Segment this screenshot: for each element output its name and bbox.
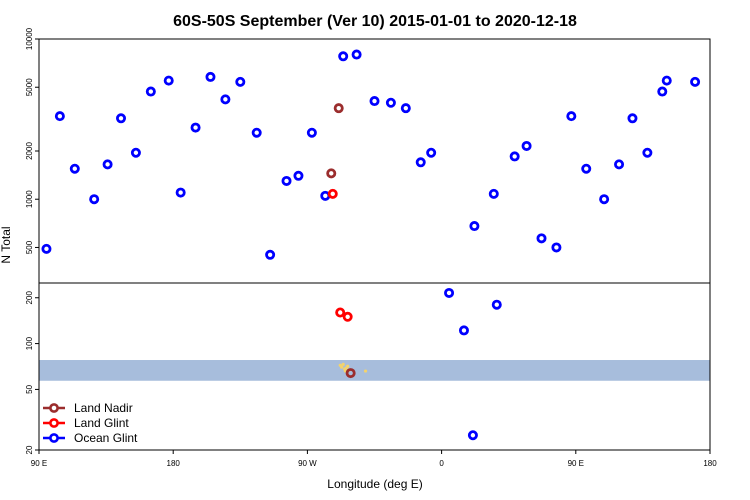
data-point-ocean-glint xyxy=(293,170,304,181)
y-tick-label: 500 xyxy=(25,240,34,254)
data-point-ocean-glint xyxy=(130,147,141,158)
x-tick-label: 180 xyxy=(703,459,717,468)
plot-area: 500 1000 2000 5000 10000 20 50 100 200 90 E 180 90 … xyxy=(25,27,717,468)
data-point-ocean-glint xyxy=(235,76,246,87)
data-point-ocean-glint xyxy=(220,94,231,105)
legend-label: Ocean Glint xyxy=(74,431,138,445)
legend-marker xyxy=(49,433,59,443)
data-point-ocean-glint xyxy=(690,76,701,87)
data-point-ocean-glint xyxy=(521,140,532,151)
data-point-ocean-glint xyxy=(536,233,547,244)
land-dot xyxy=(341,362,345,366)
data-point-ocean-glint xyxy=(338,51,349,62)
land-dot xyxy=(363,369,368,373)
data-point-ocean-glint xyxy=(351,49,362,60)
data-point-land-nadir xyxy=(345,368,356,379)
data-point-ocean-glint xyxy=(467,430,478,441)
data-point-ocean-glint xyxy=(566,111,577,122)
data-point-ocean-glint xyxy=(661,75,672,86)
lower-panel-frame xyxy=(38,282,711,451)
data-point-ocean-glint xyxy=(69,163,80,174)
data-point-ocean-glint xyxy=(190,122,201,133)
data-point-ocean-glint xyxy=(469,221,480,232)
data-point-ocean-glint xyxy=(627,113,638,124)
y-tick-label: 10000 xyxy=(25,27,34,50)
data-point-ocean-glint xyxy=(145,86,156,97)
data-point-ocean-glint xyxy=(205,71,216,82)
y-tick-label: 100 xyxy=(25,336,34,350)
data-point-ocean-glint xyxy=(642,147,653,158)
legend-marker xyxy=(49,418,59,428)
data-point-land-nadir xyxy=(333,103,344,114)
shaded-band xyxy=(39,360,710,381)
data-point-ocean-glint xyxy=(116,113,127,124)
data-point-ocean-glint xyxy=(488,188,499,199)
legend-label: Land Nadir xyxy=(74,401,133,415)
data-point-ocean-glint xyxy=(509,151,520,162)
data-point-ocean-glint xyxy=(551,242,562,253)
legend-marker xyxy=(49,403,59,413)
y-tick-label: 20 xyxy=(25,445,34,454)
data-point-ocean-glint xyxy=(444,287,455,298)
data-point-ocean-glint xyxy=(385,97,396,108)
data-point-ocean-glint xyxy=(426,147,437,158)
data-point-ocean-glint xyxy=(102,159,113,170)
data-point-ocean-glint xyxy=(281,175,292,186)
data-point-ocean-glint xyxy=(265,249,276,260)
data-point-land-glint xyxy=(335,307,346,318)
data-point-ocean-glint xyxy=(458,325,469,336)
data-point-ocean-glint xyxy=(54,111,65,122)
data-point-ocean-glint xyxy=(89,194,100,205)
chart-title: 60S-50S September (Ver 10) 2015-01-01 to… xyxy=(173,13,577,30)
y-tick-label: 2000 xyxy=(25,142,34,160)
x-axis-label: Longitude (deg E) xyxy=(327,477,422,491)
data-point-ocean-glint xyxy=(400,103,411,114)
y-tick-label: 1000 xyxy=(25,190,34,208)
data-point-ocean-glint xyxy=(599,194,610,205)
y-axis-label: N Total xyxy=(0,226,13,263)
land-dot xyxy=(346,364,350,368)
land-dot xyxy=(340,365,344,369)
data-point-ocean-glint xyxy=(306,127,317,138)
x-tick-label: 90 W xyxy=(298,459,317,468)
y-tick-label: 50 xyxy=(25,384,34,393)
data-point-ocean-glint xyxy=(415,157,426,168)
data-point-ocean-glint xyxy=(251,127,262,138)
x-tick-label: 0 xyxy=(439,459,444,468)
x-tick-label: 90 E xyxy=(31,459,47,468)
x-tick-label: 180 xyxy=(167,459,181,468)
x-tick-label: 90 E xyxy=(568,459,584,468)
data-point-ocean-glint xyxy=(614,159,625,170)
data-point-ocean-glint xyxy=(175,187,186,198)
data-point-ocean-glint xyxy=(657,86,668,97)
data-point-ocean-glint xyxy=(581,163,592,174)
legend-label: Land Glint xyxy=(74,416,129,430)
y-tick-label: 5000 xyxy=(25,78,34,96)
data-point-land-glint xyxy=(327,188,338,199)
data-point-land-glint xyxy=(342,311,353,322)
y-tick-label: 200 xyxy=(25,291,34,305)
data-point-ocean-glint xyxy=(41,243,52,254)
data-point-land-nadir xyxy=(326,168,337,179)
data-point-ocean-glint xyxy=(369,96,380,107)
data-point-ocean-glint xyxy=(163,75,174,86)
data-point-ocean-glint xyxy=(491,299,502,310)
